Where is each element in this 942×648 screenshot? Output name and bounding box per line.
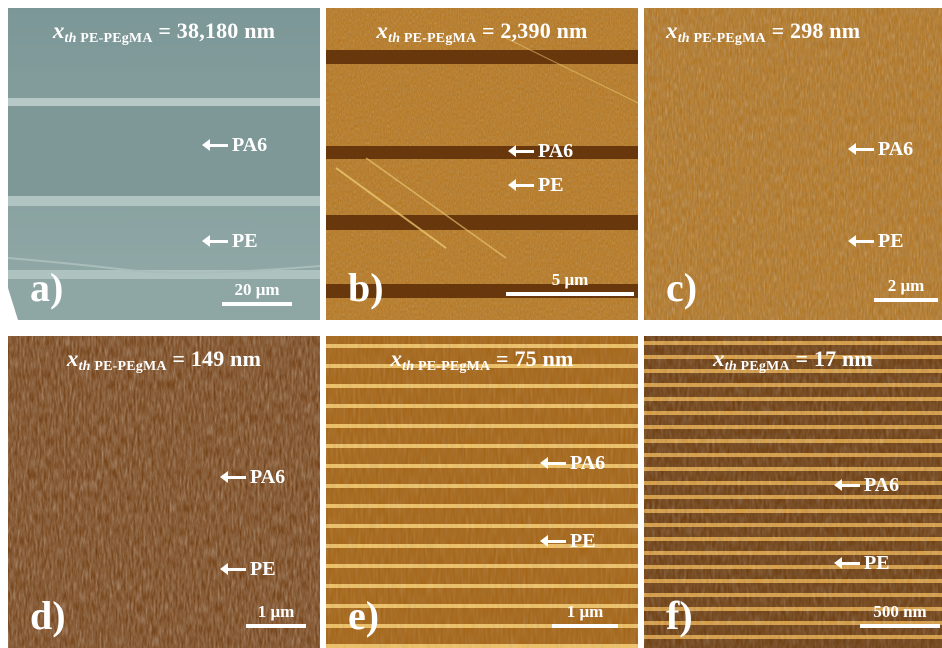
afm-image-d [8,336,320,648]
panel-a: xth PE-PEgMA = 38,180 nm PA6 PE a) 20 μm [8,8,320,320]
arrow-left-icon [202,139,228,151]
panel-label-d: d) [30,593,66,638]
arrow-pe-a: PE [202,230,258,253]
arrow-left-icon [202,235,228,247]
scale-bar-f: 500 nm [860,602,940,628]
arrow-pe-f: PE [834,552,890,575]
panel-label-f: f) [666,593,693,638]
arrow-pa6-b: PA6 [508,140,573,163]
arrow-pa6-d: PA6 [220,466,285,489]
panel-label-c: c) [666,265,698,310]
panel-f: xth PEgMA = 17 nm PA6 PE f) 500 nm [644,336,942,648]
arrow-left-icon [848,235,874,247]
panel-b: xth PE-PEgMA = 2,390 nm PA6 PE b) 5 μm [326,8,638,320]
panel-label-e: e) [348,593,380,638]
panel-label-b: b) [348,265,384,310]
scale-bar-d: 1 μm [246,602,306,628]
arrow-pa6-e: PA6 [540,452,605,475]
arrow-left-icon [848,143,874,155]
panel-e: xth PE-PEgMA = 75 nm PA6 PE e) 1 μm [326,336,638,648]
afm-image-f [644,336,942,648]
arrow-left-icon [220,471,246,483]
panel-e-header: xth PE-PEgMA = 75 nm [390,346,574,374]
panel-b-header: xth PE-PEgMA = 2,390 nm [376,18,588,46]
scale-bar-a: 20 μm [222,280,292,306]
arrow-left-icon [540,457,566,469]
arrow-left-icon [508,179,534,191]
arrow-left-icon [220,563,246,575]
panel-a-header: xth PE-PEgMA = 38,180 nm [52,18,276,46]
arrow-pe-d: PE [220,558,276,581]
scale-bar-b: 5 μm [506,270,634,296]
optical-micrograph [8,8,320,320]
panel-d-header: xth PE-PEgMA = 149 nm [66,346,262,374]
arrow-left-icon [508,145,534,157]
afm-image-b [326,8,638,320]
arrow-pe-e: PE [540,530,596,553]
arrow-left-icon [540,535,566,547]
arrow-pe-c: PE [848,230,904,253]
panel-label-a: a) [30,265,64,310]
panel-f-header: xth PEgMA = 17 nm [713,346,873,374]
panel-c-header: xth PE-PEgMA = 298 nm [666,18,861,46]
panel-c: xth PE-PEgMA = 298 nm PA6 PE c) 2 μm [644,8,942,320]
arrow-pa6-f: PA6 [834,474,899,497]
scale-bar-c: 2 μm [874,276,938,302]
panel-d: xth PE-PEgMA = 149 nm PA6 PE d) 1 μm [8,336,320,648]
afm-image-c [644,8,942,320]
scale-bar-e: 1 μm [552,602,618,628]
arrow-pa6-c: PA6 [848,138,913,161]
arrow-left-icon [834,557,860,569]
arrow-left-icon [834,479,860,491]
arrow-pe-b: PE [508,174,564,197]
arrow-pa6-a: PA6 [202,134,267,157]
afm-image-e [326,336,638,648]
